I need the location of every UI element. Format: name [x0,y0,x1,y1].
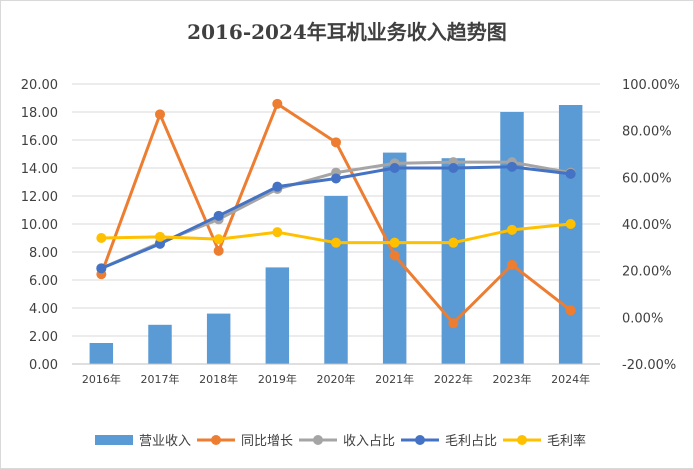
legend-label: 毛利率 [547,433,586,449]
data-point [272,98,283,109]
left-tick-label: 4.00 [29,302,58,317]
left-tick-label: 10.00 [21,218,58,233]
legend-marker [517,435,527,445]
x-tick-label: 2021年 [375,372,414,386]
data-point [272,181,283,192]
data-point [331,137,341,148]
legend-label: 营业收入 [139,434,191,449]
data-point [213,245,224,256]
data-point [565,219,576,229]
data-point [331,237,341,248]
right-tick-label: 80.00% [622,125,672,140]
legend-label: 同比增长 [241,434,293,449]
legend-marker [415,435,425,445]
data-point [565,168,576,179]
bar [206,313,231,364]
left-tick-label: 16.00 [21,134,58,149]
left-tick-label: 2.00 [29,330,58,345]
bar [265,267,290,364]
bar [558,105,583,364]
left-tick-label: 6.00 [29,274,58,289]
bar [148,324,172,364]
x-tick-label: 2022年 [434,372,473,386]
right-tick-label: 0.00% [622,311,663,326]
data-point [331,173,341,184]
data-point [155,238,165,249]
bar [324,196,348,364]
left-tick-label: 12.00 [21,190,58,205]
legend-marker [313,435,323,445]
left-tick-label: 18.00 [21,106,58,121]
right-tick-label: 40.00% [622,218,672,233]
x-tick-label: 2024年 [551,372,590,386]
data-point [96,233,107,243]
right-tick-label: 60.00% [622,171,672,186]
right-tick-label: -20.00% [622,358,676,373]
data-point [213,210,224,221]
data-point [507,259,517,270]
right-tick-label: 100.00% [622,78,680,93]
data-point [507,161,517,172]
left-tick-label: 0.00 [29,358,58,373]
x-tick-label: 2020年 [317,372,356,386]
data-point [155,109,165,120]
legend-label: 收入占比 [343,434,395,449]
data-point [448,163,459,173]
data-point [565,305,576,316]
data-point [389,237,400,248]
x-tick-label: 2023年 [493,372,532,386]
legend-swatch [95,435,133,445]
x-tick-label: 2017年 [141,372,180,386]
right-tick-label: 20.00% [622,265,672,280]
x-tick-label: 2016年 [82,372,121,386]
bar [500,112,524,364]
data-point [389,163,400,173]
data-point [155,231,165,242]
data-point [507,224,517,235]
left-tick-label: 14.00 [21,162,58,177]
left-tick-label: 8.00 [29,246,58,261]
data-point [448,237,459,248]
chart-title: 2016-2024年耳机业务收入趋势图 [187,20,507,44]
left-tick-label: 20.00 [21,78,58,93]
data-point [448,318,459,329]
legend-marker [211,435,221,445]
bar [441,158,466,364]
data-point [389,250,400,261]
data-point [213,234,224,245]
bar [89,343,114,364]
data-point [272,227,283,238]
x-tick-label: 2018年 [199,372,238,386]
legend-label: 毛利占比 [445,434,497,449]
data-point [96,263,107,274]
x-tick-label: 2019年 [258,372,297,386]
